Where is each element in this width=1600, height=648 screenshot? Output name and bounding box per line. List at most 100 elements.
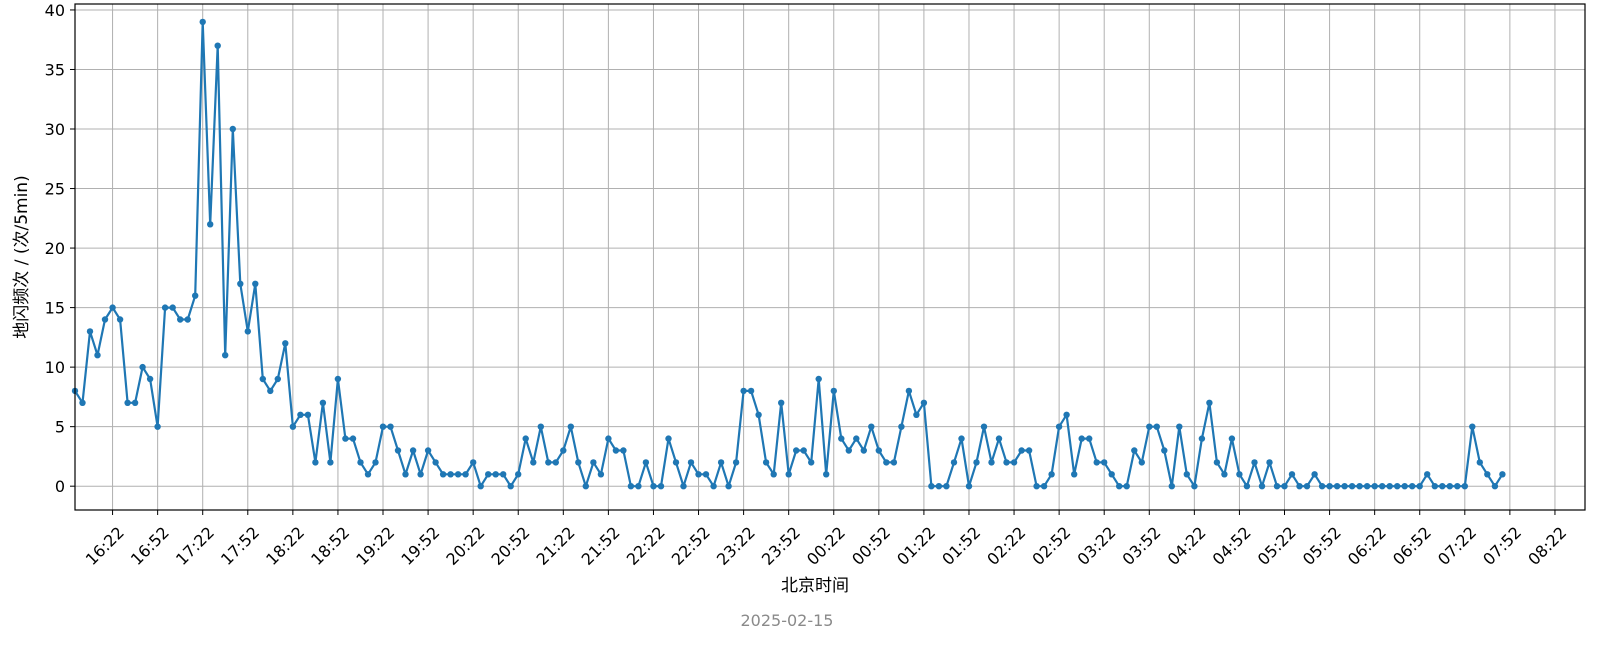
data-point [342,435,349,442]
data-point [1461,483,1469,490]
data-point [1318,483,1326,490]
data-point [515,471,522,478]
data-point [702,471,710,478]
data-point [680,483,687,490]
data-point [1409,483,1416,490]
data-point [349,435,357,442]
y-tick-label: 20 [45,239,65,258]
x-tick-label: 16:52 [127,523,173,569]
data-point [1296,483,1303,490]
data-point [1484,471,1491,478]
x-tick-label: 01:22 [893,523,939,569]
data-point [935,483,943,490]
data-point [552,459,559,466]
data-point [597,471,605,478]
x-tick-label: 17:52 [217,523,263,569]
data-point [192,292,199,299]
data-point [530,459,537,466]
x-tick-label: 18:52 [307,523,353,569]
data-point [1386,483,1393,490]
data-point [199,18,206,26]
data-point [492,471,499,478]
data-point [1003,459,1010,466]
data-point [950,459,958,466]
data-point [695,471,702,478]
data-point [402,471,409,478]
data-point [1146,423,1153,430]
data-point [620,447,627,454]
data-point [995,435,1003,442]
x-tick-label: 01:52 [938,523,984,569]
data-point [860,447,867,454]
data-point [417,471,424,478]
data-point [86,328,94,335]
data-point [965,483,973,490]
data-point [1491,483,1499,490]
data-point [717,459,725,466]
data-point [1333,483,1341,490]
data-point [845,447,852,454]
x-tick-label: 03:22 [1073,523,1119,569]
x-tick-label: 03:52 [1119,523,1165,569]
data-point [973,459,980,466]
data-point [642,459,650,466]
data-point [334,375,342,383]
data-point [394,447,402,454]
data-point [372,459,379,466]
data-point [575,459,582,466]
x-tick-label: 06:22 [1344,523,1390,569]
data-point [1311,471,1318,478]
data-point [327,459,334,466]
data-point [898,423,905,430]
data-point [409,447,417,454]
data-point [920,399,928,406]
data-point [1401,483,1408,490]
data-point [1078,435,1085,442]
x-tick-label: 20:52 [488,523,534,569]
data-point [868,423,875,430]
y-tick-label: 5 [55,418,65,437]
y-tick-label: 30 [45,120,65,139]
x-axis-title: 北京时间 [781,576,849,596]
data-point [1153,423,1161,430]
data-point [1040,483,1048,490]
data-point [823,471,830,478]
data-point [1371,483,1378,490]
data-point [207,221,214,228]
data-point [612,447,620,454]
data-point [1183,471,1191,478]
series-layer [71,18,1506,490]
data-point [1236,471,1243,478]
data-point [1424,471,1431,478]
data-point [687,459,695,466]
x-tick-label: 00:22 [803,523,849,569]
y-tick-label: 40 [45,1,65,20]
data-point [124,399,131,406]
y-axis-ticks: 0 5 10 15 20 25 30 35 40 [45,1,75,496]
data-point [1025,447,1033,454]
x-tick-label: 00:52 [848,523,894,569]
data-point [1071,471,1078,478]
data-point [560,447,567,454]
y-tick-label: 35 [45,60,65,79]
data-point [477,483,484,490]
data-point [79,399,86,406]
data-point [1063,411,1070,418]
x-tick-label: 04:22 [1164,523,1210,569]
data-point [725,483,732,490]
data-point [1101,459,1108,466]
data-point [1048,471,1055,478]
data-point [387,423,394,430]
data-point [808,459,815,466]
data-point [297,411,304,418]
data-point [710,483,717,490]
x-tick-label: 16:22 [82,523,128,569]
data-point [1093,459,1100,466]
data-point [94,352,101,359]
y-tick-label: 10 [45,358,65,377]
data-point [830,387,837,395]
data-point [1303,483,1311,490]
data-point [838,435,845,442]
data-point [988,459,995,466]
x-tick-label: 02:52 [1028,523,1074,569]
